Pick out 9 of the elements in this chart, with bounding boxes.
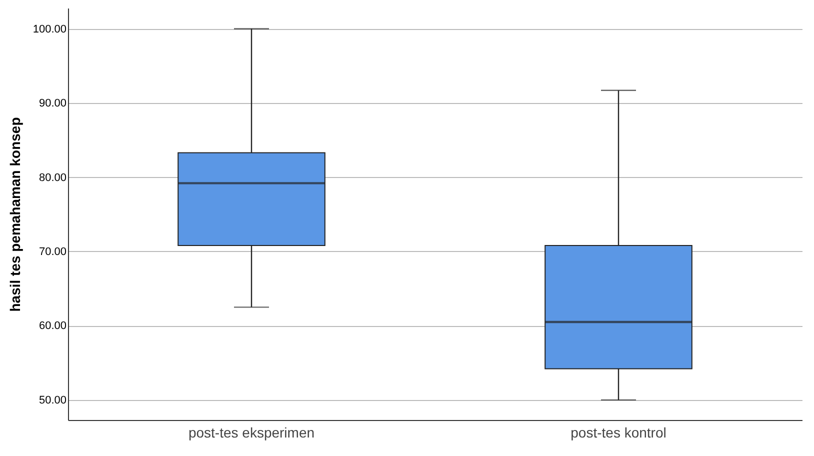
y-tick-label: 90.00: [38, 98, 66, 110]
y-tick-label: 50.00: [38, 394, 66, 406]
y-tick-label: 60.00: [38, 320, 66, 332]
y-axis-title: hasil tes pemahaman konsep: [6, 117, 23, 312]
y-tick-label: 70.00: [38, 246, 66, 258]
x-tick-label: post-tes eksperimen: [188, 424, 315, 440]
y-tick-label: 100.00: [32, 23, 66, 36]
y-tick-label: 80.00: [38, 172, 66, 184]
x-tick-label: post-tes kontrol: [570, 424, 666, 440]
